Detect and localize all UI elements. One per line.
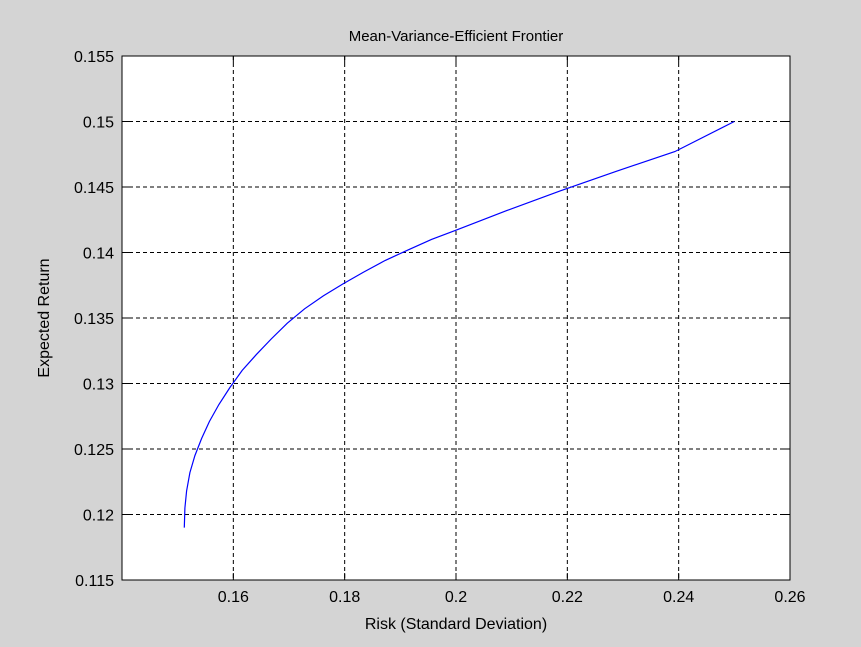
y-tick-label: 0.135	[74, 311, 114, 328]
y-tick-label: 0.13	[83, 377, 114, 394]
x-tick-label: 0.26	[774, 589, 805, 606]
frontier-line	[183, 120, 735, 528]
x-tick-label: 0.16	[218, 589, 249, 606]
y-tick-label: 0.15	[83, 115, 114, 132]
y-tick-label: 0.115	[75, 573, 114, 590]
ticks: 0.16 0.18 0.2 0.22 0.24 0.26 0.115 0.12 0.125 0.1…	[74, 49, 806, 606]
series-layer	[183, 120, 735, 528]
x-tick-label: 0.18	[329, 589, 360, 606]
x-tick-label: 0.24	[663, 589, 694, 606]
y-tick-label: 0.155	[74, 49, 114, 66]
y-tick-label: 0.145	[74, 180, 114, 197]
x-tick-label: 0.22	[552, 589, 583, 606]
x-tick-label: 0.2	[445, 589, 467, 606]
x-axis-label: Risk (Standard Deviation)	[365, 616, 547, 633]
grid	[122, 56, 790, 580]
y-tick-label: 0.12	[83, 508, 114, 525]
chart-title: Mean-Variance-Efficient Frontier	[349, 28, 564, 45]
y-tick-label: 0.125	[74, 442, 114, 459]
y-axis-label: Expected Return	[36, 258, 53, 377]
y-tick-label: 0.14	[83, 246, 114, 263]
